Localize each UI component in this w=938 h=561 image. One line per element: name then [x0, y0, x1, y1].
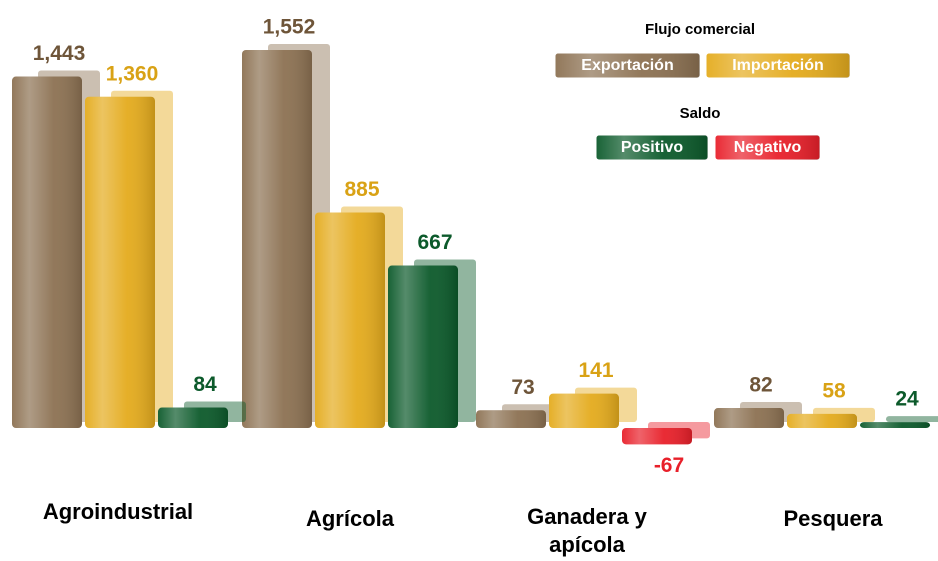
bar-shine [549, 393, 619, 428]
legend-shine [555, 53, 700, 78]
value-label: 885 [344, 178, 379, 201]
legend-label: Negativo [734, 139, 802, 156]
x-tick-label: Pesquera [783, 506, 883, 531]
bar-depth [886, 416, 938, 422]
bar-shine [476, 410, 546, 428]
legend-title: Saldo [680, 105, 721, 122]
x-tick-label: Ganadera y apícola [527, 504, 647, 557]
value-label: 24 [895, 388, 919, 411]
value-label: 667 [417, 231, 452, 254]
value-label: 1,443 [33, 42, 86, 65]
bar-shine [315, 212, 385, 428]
x-tick-label: Agroindustrial [42, 499, 194, 524]
value-label: 84 [193, 373, 217, 396]
legend-label: Importación [732, 57, 824, 74]
value-label: 82 [749, 374, 772, 397]
bar-shine [787, 413, 857, 428]
value-label: 1,552 [263, 16, 316, 39]
x-tick-label: Agrícola [305, 506, 395, 531]
value-label: 73 [511, 376, 534, 399]
legend-shine [596, 135, 708, 160]
bar-shine [714, 408, 784, 428]
bar-shine [860, 422, 930, 428]
legend-shine [706, 53, 850, 78]
legend-label: Positivo [621, 139, 683, 156]
value-label: 58 [822, 379, 846, 402]
value-label: 141 [578, 359, 613, 382]
legend-label: Exportación [581, 57, 673, 74]
legend-title: Flujo comercial [645, 21, 755, 38]
bar-shine [622, 428, 692, 445]
bar-shine [158, 407, 228, 428]
bar-shine [12, 76, 82, 429]
value-label: 1,360 [106, 62, 159, 85]
bar-shine [242, 50, 312, 428]
bar-shine [388, 265, 458, 428]
legend-shine [715, 135, 820, 160]
bar-shine [85, 96, 155, 429]
value-label: -67 [654, 454, 684, 477]
